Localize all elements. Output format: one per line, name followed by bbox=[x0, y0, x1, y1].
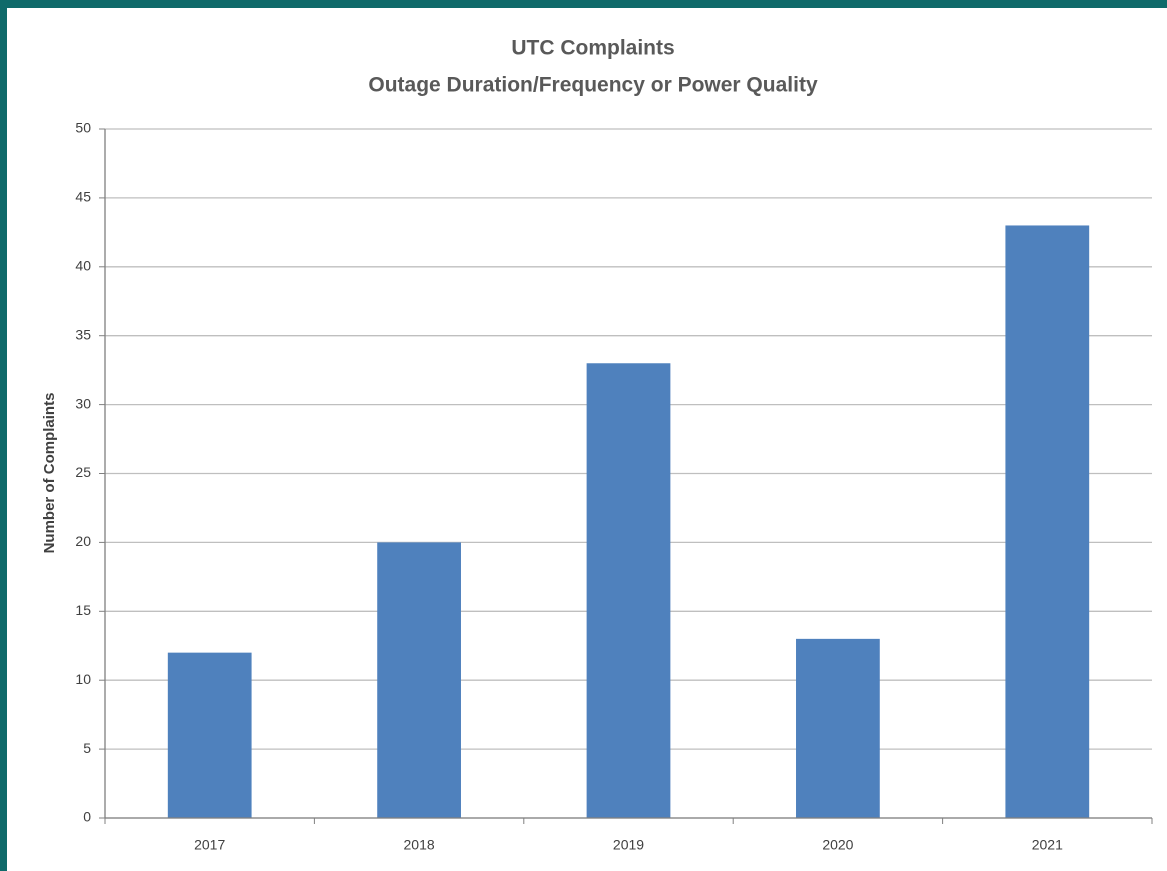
x-tick-label: 2021 bbox=[1032, 837, 1063, 853]
bar bbox=[377, 542, 461, 818]
y-tick-label: 35 bbox=[75, 326, 91, 342]
y-tick-label: 15 bbox=[75, 602, 91, 618]
y-tick-label: 25 bbox=[75, 464, 91, 480]
chart-title: UTC Complaints bbox=[511, 37, 674, 60]
x-tick-label: 2018 bbox=[404, 837, 435, 853]
y-tick-label: 40 bbox=[75, 258, 91, 274]
y-tick-label: 20 bbox=[75, 533, 91, 549]
x-tick-label: 2017 bbox=[194, 837, 225, 853]
chart-subtitle: Outage Duration/Frequency or Power Quali… bbox=[368, 74, 818, 97]
y-tick-label: 10 bbox=[75, 671, 91, 687]
x-tick-label: 2020 bbox=[822, 837, 853, 853]
y-axis-label: Number of Complaints bbox=[41, 393, 58, 554]
bar bbox=[796, 638, 880, 818]
bar bbox=[586, 363, 671, 818]
bar bbox=[167, 652, 252, 818]
y-tick-label: 30 bbox=[75, 395, 91, 411]
y-tick-label: 50 bbox=[75, 120, 91, 136]
y-tick-label: 0 bbox=[83, 809, 91, 825]
y-tick-label: 45 bbox=[75, 189, 91, 205]
x-tick-label: 2019 bbox=[613, 837, 644, 853]
y-tick-label: 5 bbox=[83, 740, 91, 756]
bar bbox=[1005, 225, 1090, 818]
